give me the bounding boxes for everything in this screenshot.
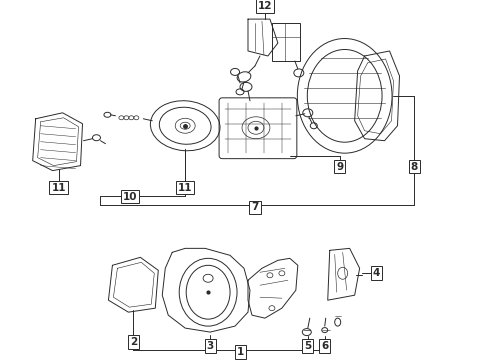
Text: 5: 5 — [304, 341, 312, 351]
Text: 8: 8 — [411, 162, 418, 172]
Text: 9: 9 — [336, 162, 343, 172]
Text: 11: 11 — [178, 183, 193, 193]
Text: 6: 6 — [321, 341, 328, 351]
Text: 1: 1 — [236, 347, 244, 357]
Text: 12: 12 — [258, 1, 272, 11]
Text: 10: 10 — [123, 192, 138, 202]
Text: 3: 3 — [206, 341, 214, 351]
Text: 7: 7 — [251, 202, 259, 212]
Bar — [272, 23, 300, 61]
Text: 4: 4 — [373, 268, 380, 278]
Text: 11: 11 — [51, 183, 66, 193]
Text: 2: 2 — [130, 337, 137, 347]
